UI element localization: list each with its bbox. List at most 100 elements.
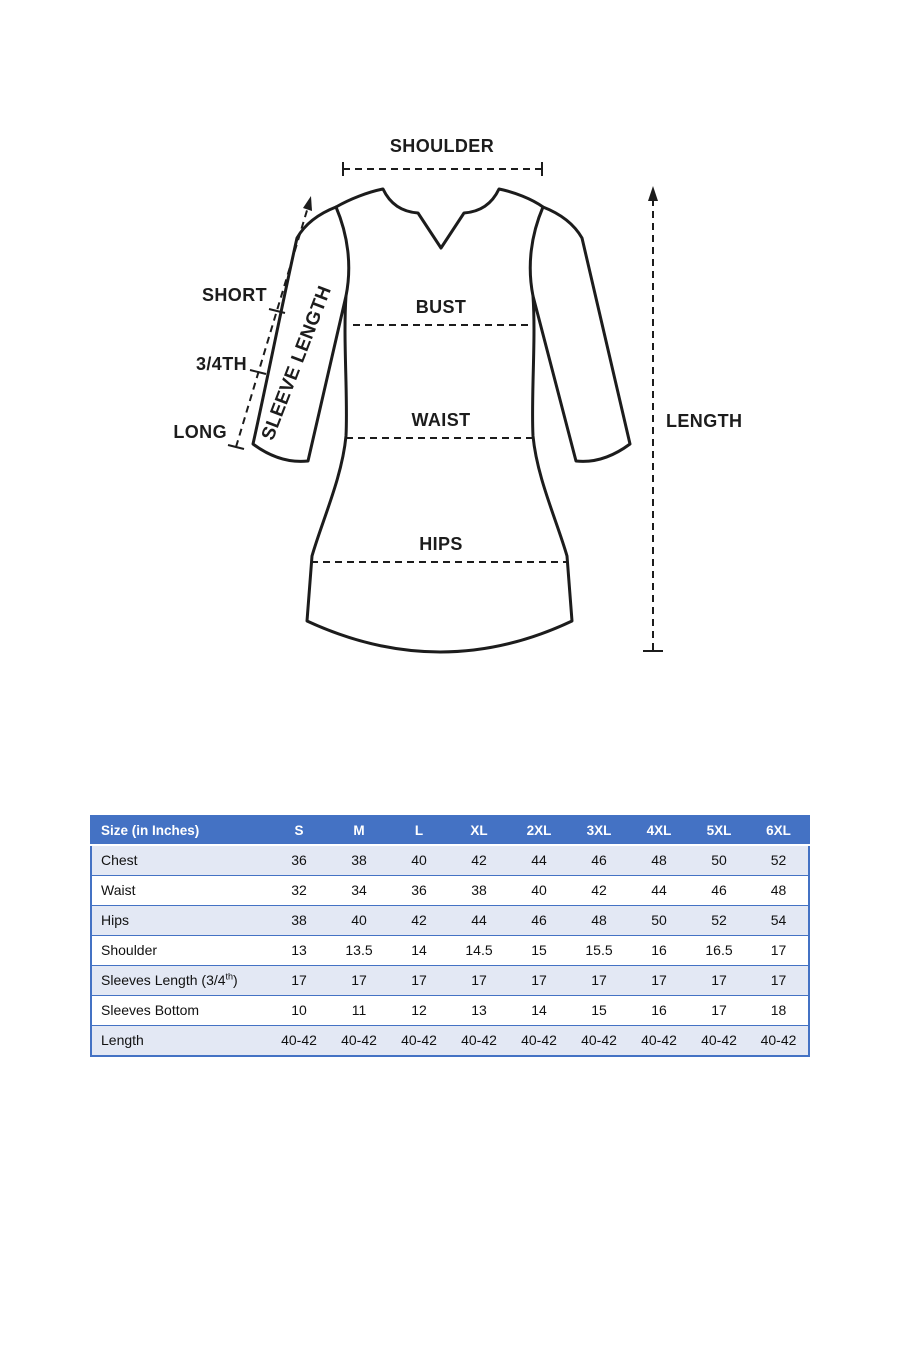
table-row: Hips 38 40 42 44 46 48 50 52 54 [91,905,809,936]
size-value-cell: 17 [411,972,427,988]
size-value-cell: 14 [531,1002,547,1018]
size-table-header: Size (in Inches) S M L XL 2XL 3XL 4XL 5XL 6XL [91,816,809,846]
size-value-cell: 10 [291,1002,307,1018]
row-label: Shoulder [91,936,269,966]
size-value-cell: 13 [291,942,307,958]
size-value-cell: 40-42 [521,1032,557,1048]
row-label: Hips [91,906,269,936]
size-value-cell: 17 [531,972,547,988]
size-col-header: S [269,816,329,846]
size-value-cell: 40 [411,852,427,868]
size-value-cell: 40-42 [341,1032,377,1048]
size-table-header-row: Size (in Inches) S M L XL 2XL 3XL 4XL 5XL 6XL [91,816,809,846]
size-value-cell: 16.5 [705,942,733,958]
size-col-header: M [329,816,389,846]
size-value-cell: 42 [591,882,607,898]
sleeve-dim-line [235,206,309,448]
size-value-cell: 17 [351,972,367,988]
sleeve-short-label: SHORT [202,285,267,305]
size-value-cell: 44 [651,882,667,898]
size-value-cell: 17 [471,972,487,988]
table-row: Sleeves Bottom 10 11 12 13 14 15 16 17 18 [91,995,809,1026]
size-value-cell: 46 [711,882,727,898]
row-label: Chest [91,845,269,876]
size-value-cell: 13 [471,1002,487,1018]
row-label-text: Length [101,1032,144,1048]
size-value-cell: 17 [591,972,607,988]
row-label: Waist [91,876,269,906]
table-row: Length 40-42 40-42 40-42 40-42 40-42 40-42 40-4… [91,1025,809,1057]
size-value-cell: 13.5 [345,942,373,958]
size-value-cell: 34 [351,882,367,898]
size-value-cell: 38 [291,912,307,928]
size-value-cell: 17 [651,972,667,988]
row-label: Length [91,1026,269,1057]
size-value-cell: 32 [291,882,307,898]
size-table-corner-header: Size (in Inches) [91,816,269,846]
size-col-header: XL [449,816,509,846]
sleeve-tick-long [227,444,245,450]
row-label-text: Sleeves Bottom [101,1002,200,1018]
size-table: Size (in Inches) S M L XL 2XL 3XL 4XL 5XL 6XL Che… [90,815,810,1057]
sleeve-tick-34 [249,369,267,375]
row-label-text: Hips [101,912,130,928]
size-value-cell: 50 [651,912,667,928]
table-row: Sleeves Length (3/4th) 17 17 17 17 17 17 17 17 17 [91,965,809,996]
size-value-cell: 18 [770,1002,787,1018]
size-value-cell: 36 [411,882,427,898]
size-value-cell: 40-42 [281,1032,317,1048]
row-label-suffix: ) [233,972,238,988]
size-col-header: 3XL [569,816,629,846]
size-value-cell: 50 [711,852,727,868]
size-value-cell: 12 [411,1002,427,1018]
size-value-cell: 52 [711,912,727,928]
row-label: Sleeves Bottom [91,996,269,1026]
size-value-cell: 15 [591,1002,607,1018]
size-value-cell: 40-42 [461,1032,497,1048]
size-value-cell: 38 [351,852,367,868]
size-value-cell: 42 [411,912,427,928]
row-label-text: Chest [101,852,138,868]
size-value-cell: 46 [591,852,607,868]
table-row: Shoulder 13 13.5 14 14.5 15 15.5 16 16.5 17 [91,935,809,966]
right-armhole-seam [528,205,545,298]
size-value-cell: 15 [531,942,547,958]
size-col-header: 4XL [629,816,689,846]
shoulder-label: SHOULDER [390,136,494,156]
size-value-cell: 36 [291,852,307,868]
sleeve-long-label: LONG [173,422,227,442]
size-col-header: 2XL [509,816,569,846]
row-label: Sleeves Length (3/4th) [91,966,269,996]
size-value-cell: 54 [770,912,787,928]
size-value-cell: 14 [411,942,427,958]
table-row: Waist 32 34 36 38 40 42 44 46 48 [91,875,809,906]
row-label-text: Shoulder [101,942,158,958]
size-value-cell: 40-42 [581,1032,617,1048]
length-label: LENGTH [666,411,742,431]
size-value-cell: 42 [471,852,487,868]
size-value-cell: 16 [651,1002,667,1018]
size-value-cell: 40-42 [641,1032,677,1048]
size-value-cell: 44 [531,852,547,868]
size-value-cell: 48 [651,852,667,868]
size-value-cell: 17 [770,972,787,988]
sleeve-three-quarter-label: 3/4TH [196,354,247,374]
size-value-cell: 46 [531,912,547,928]
size-value-cell: 38 [471,882,487,898]
size-value-cell: 40-42 [760,1032,797,1048]
row-label-text: Sleeves Length (3/4 [101,972,226,988]
table-row: Chest 36 38 40 42 44 46 48 50 52 [91,845,809,876]
size-table-body: Chest 36 38 40 42 44 46 48 50 52 Waist 32 34 36 38 40 42… [91,845,809,1056]
size-value-cell: 16 [651,942,667,958]
size-col-header: L [389,816,449,846]
size-value-cell: 14.5 [465,942,493,958]
left-armhole-seam [334,205,351,298]
size-value-cell: 17 [770,942,787,958]
size-value-cell: 40-42 [401,1032,437,1048]
row-label-text: Waist [101,882,136,898]
size-value-cell: 44 [471,912,487,928]
size-value-cell: 40 [351,912,367,928]
bust-label: BUST [416,297,467,317]
sleeve-arrowhead [303,196,312,211]
